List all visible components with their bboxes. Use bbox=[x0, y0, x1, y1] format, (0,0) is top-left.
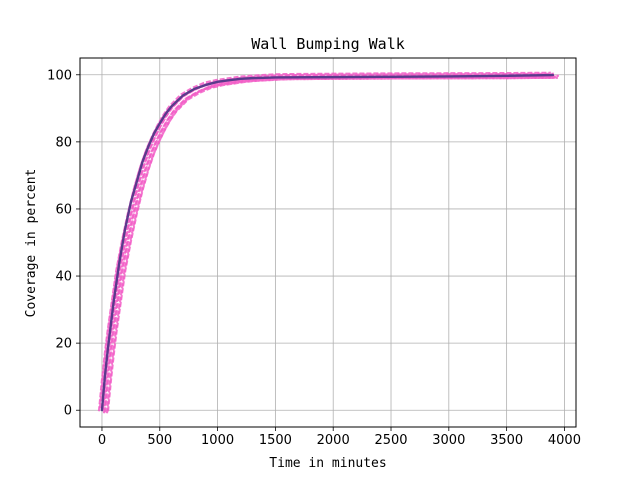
x-tick-label: 3500 bbox=[490, 433, 523, 448]
y-tick-label: 0 bbox=[64, 404, 72, 419]
run-line bbox=[101, 72, 554, 410]
y-axis-label: Coverage in percent bbox=[24, 169, 39, 318]
x-tick-label: 0 bbox=[98, 433, 106, 448]
series-layer bbox=[97, 71, 559, 414]
x-tick-label: 2500 bbox=[374, 433, 407, 448]
x-tick-label: 1000 bbox=[201, 433, 234, 448]
plot-frame bbox=[79, 57, 577, 428]
y-tick-label: 60 bbox=[55, 202, 72, 217]
x-tick-label: 500 bbox=[147, 433, 172, 448]
y-tick-label: 40 bbox=[55, 270, 72, 285]
mean-line bbox=[100, 73, 555, 412]
x-tick-label: 1500 bbox=[259, 433, 292, 448]
x-axis-label: Time in minutes bbox=[269, 456, 386, 471]
run-line bbox=[102, 76, 555, 414]
x-tick-label: 3000 bbox=[432, 433, 465, 448]
x-tick-label: 2000 bbox=[317, 433, 350, 448]
ticks: 0 500 1000 1500 2000 2500 3000 3500 4000 0 20 40 60 8… bbox=[47, 68, 581, 448]
x-tick-label: 4000 bbox=[548, 433, 581, 448]
y-tick-label: 80 bbox=[55, 135, 72, 150]
chart-title: Wall Bumping Walk bbox=[251, 35, 405, 53]
y-tick-label: 20 bbox=[55, 337, 72, 352]
y-tick-label: 100 bbox=[47, 68, 72, 83]
